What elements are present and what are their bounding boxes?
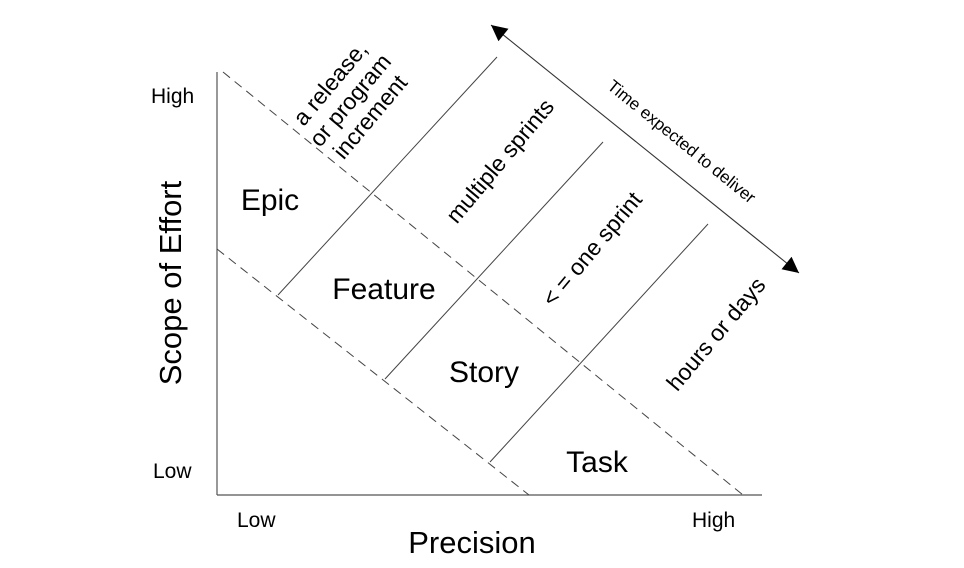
x-axis-title: Precision [408, 525, 536, 560]
time-arrow [490, 24, 800, 274]
dashed-boundary-lower [216, 248, 530, 496]
duration-task: hours or days [661, 272, 770, 395]
duration-feature: multiple sprints [441, 94, 560, 228]
level-epic: Epic [241, 184, 299, 217]
divider-epic-feature [277, 56, 498, 296]
y-low-label: Low [153, 460, 192, 483]
x-high-label: High [692, 509, 735, 532]
level-feature: Feature [332, 273, 435, 306]
dashed-boundary-upper [222, 71, 744, 496]
level-story: Story [449, 356, 519, 389]
y-axis-title: Scope of Effort [153, 180, 188, 385]
duration-release: a release, or program increment [288, 36, 413, 164]
x-low-label: Low [237, 509, 276, 532]
level-task: Task [566, 446, 629, 479]
duration-story: < = one sprint [537, 186, 648, 311]
y-high-label: High [151, 85, 194, 108]
